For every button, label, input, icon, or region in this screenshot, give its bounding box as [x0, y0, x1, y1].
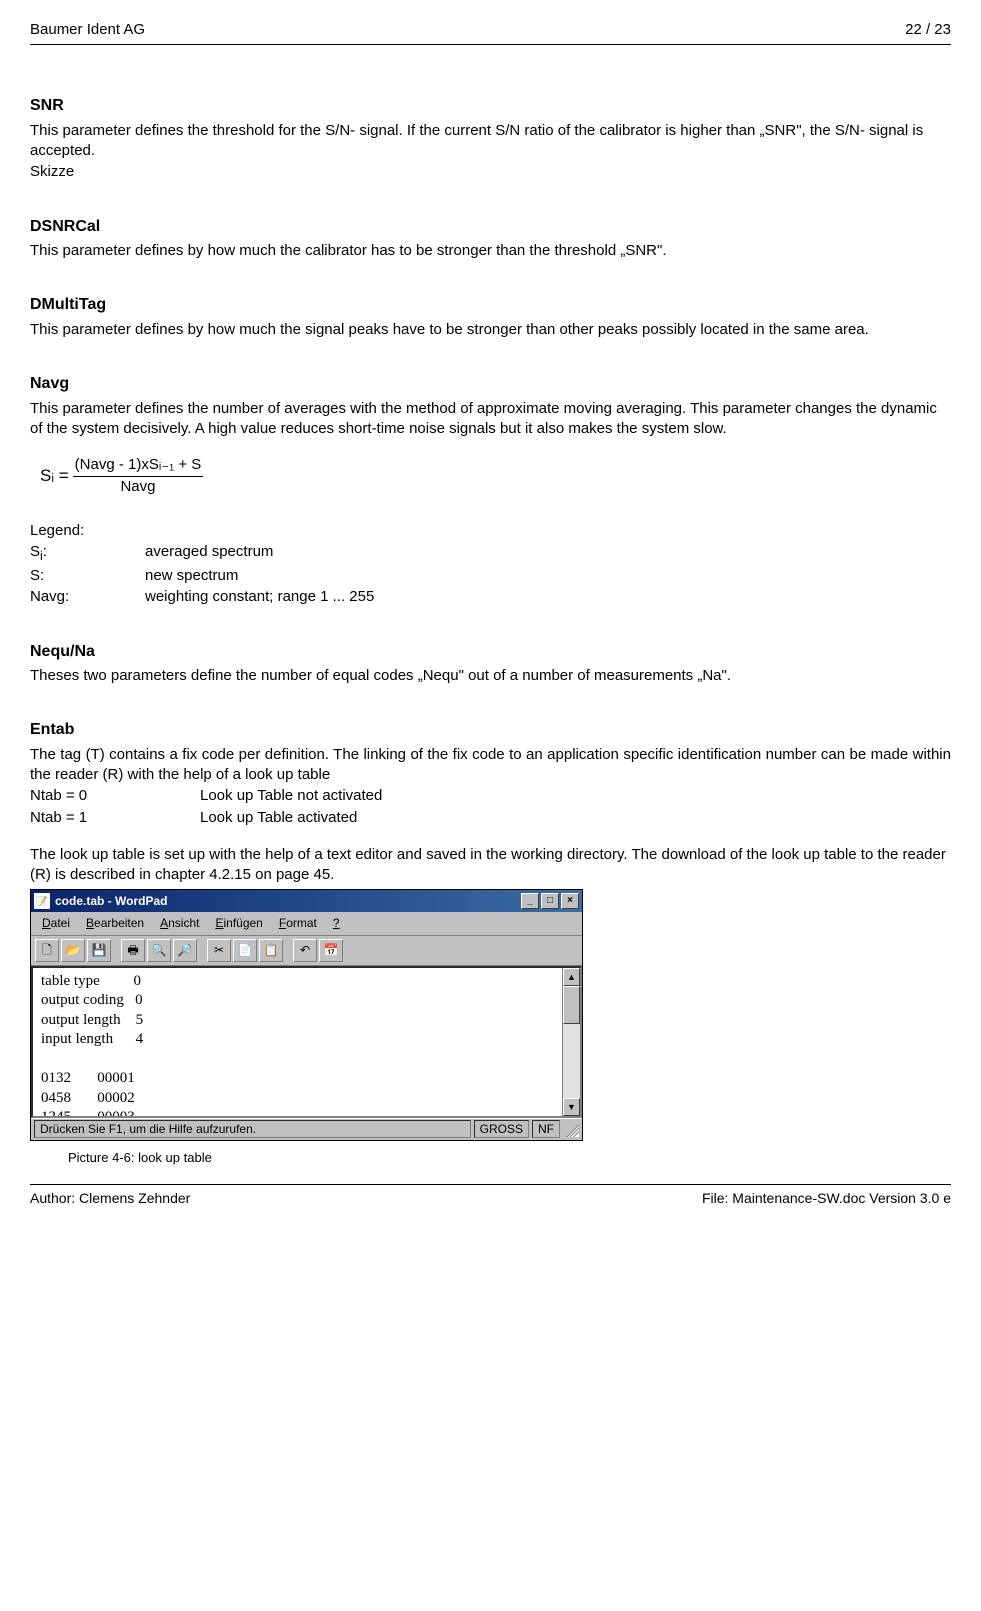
- new-icon[interactable]: 🗋: [35, 939, 59, 962]
- heading-navg: Navg: [30, 373, 951, 395]
- formula-fraction: (Navg - 1)xSᵢ₋₁ + S Navg: [73, 455, 204, 497]
- company-name: Baumer Ident AG: [30, 20, 145, 40]
- legend-key: Navg:: [30, 587, 145, 607]
- ntab-table: Ntab = 0Look up Table not activatedNtab …: [30, 786, 951, 828]
- menu-einfügen[interactable]: Einfügen: [208, 914, 269, 932]
- formula-denominator: Navg: [73, 476, 204, 497]
- cut-icon[interactable]: ✂: [207, 939, 231, 962]
- vertical-scrollbar[interactable]: ▲ ▼: [562, 968, 580, 1116]
- print-icon[interactable]: 🖶: [121, 939, 145, 962]
- titlebar[interactable]: 📝 code.tab - WordPad _ □ ×: [31, 890, 582, 912]
- maximize-button[interactable]: □: [541, 893, 559, 909]
- toolbar: 🗋📂💾 🖶🔍🔎 ✂📄📋 ↶📅: [31, 936, 582, 966]
- heading-dmultitag: DMultiTag: [30, 294, 951, 316]
- status-nf: NF: [532, 1120, 560, 1138]
- editor-area: table type 0 output coding 0 output leng…: [31, 966, 582, 1118]
- legend-row: Navg:weighting constant; range 1 ... 255: [30, 587, 951, 607]
- status-caps: GROSS: [474, 1120, 529, 1138]
- text-nequna: Theses two parameters define the number …: [30, 666, 951, 686]
- legend-row: S:new spectrum: [30, 566, 951, 586]
- find-icon[interactable]: 🔎: [173, 939, 197, 962]
- legend-key: S:: [30, 566, 145, 586]
- legend-value: weighting constant; range 1 ... 255: [145, 587, 951, 607]
- text-dmultitag: This parameter defines by how much the s…: [30, 320, 951, 340]
- date-icon[interactable]: 📅: [319, 939, 343, 962]
- window-title: code.tab - WordPad: [55, 893, 521, 909]
- scroll-track[interactable]: [563, 1024, 580, 1098]
- ntab-value: Look up Table activated: [200, 808, 951, 828]
- document-content: SNR This parameter defines the threshold…: [30, 95, 951, 1166]
- resize-grip[interactable]: [563, 1121, 579, 1137]
- ntab-key: Ntab = 0: [30, 786, 200, 806]
- menu-?[interactable]: ?: [326, 914, 347, 932]
- close-button[interactable]: ×: [561, 893, 579, 909]
- ntab-row: Ntab = 0Look up Table not activated: [30, 786, 951, 806]
- heading-legend: Legend:: [30, 521, 951, 541]
- text-skizze: Skizze: [30, 162, 951, 182]
- footer-file: File: Maintenance-SW.doc Version 3.0 e: [702, 1189, 951, 1208]
- formula-numerator: (Navg - 1)xSᵢ₋₁ + S: [73, 455, 204, 475]
- app-icon: 📝: [34, 893, 50, 909]
- scroll-up-button[interactable]: ▲: [563, 968, 580, 986]
- wordpad-window: 📝 code.tab - WordPad _ □ × DateiBearbeit…: [30, 889, 583, 1140]
- page-footer: Author: Clemens Zehnder File: Maintenanc…: [30, 1189, 951, 1208]
- scroll-thumb[interactable]: [563, 986, 580, 1024]
- heading-snr: SNR: [30, 95, 951, 117]
- menubar: DateiBearbeitenAnsichtEinfügenFormat?: [31, 912, 582, 935]
- undo-icon[interactable]: ↶: [293, 939, 317, 962]
- ntab-value: Look up Table not activated: [200, 786, 951, 806]
- preview-icon[interactable]: 🔍: [147, 939, 171, 962]
- legend-table: Si:averaged spectrumS:new spectrumNavg:w…: [30, 542, 951, 607]
- formula-lhs: Sᵢ =: [40, 465, 69, 488]
- text-entab: The tag (T) contains a fix code per defi…: [30, 745, 951, 786]
- ntab-key: Ntab = 1: [30, 808, 200, 828]
- menu-datei[interactable]: Datei: [35, 914, 77, 932]
- legend-row: Si:averaged spectrum: [30, 542, 951, 565]
- ntab-row: Ntab = 1Look up Table activated: [30, 808, 951, 828]
- legend-key: Si:: [30, 542, 145, 565]
- open-icon[interactable]: 📂: [61, 939, 85, 962]
- editor-content[interactable]: table type 0 output coding 0 output leng…: [33, 968, 562, 1116]
- header-rule: [30, 44, 951, 45]
- text-navg: This parameter defines the number of ave…: [30, 399, 951, 440]
- page-number: 22 / 23: [905, 20, 951, 40]
- legend-value: averaged spectrum: [145, 542, 951, 565]
- footer-rule: [30, 1184, 951, 1185]
- save-icon[interactable]: 💾: [87, 939, 111, 962]
- figure-caption: Picture 4-6: look up table: [68, 1149, 951, 1167]
- heading-entab: Entab: [30, 719, 951, 741]
- menu-bearbeiten[interactable]: Bearbeiten: [79, 914, 151, 932]
- legend-value: new spectrum: [145, 566, 951, 586]
- page-header: Baumer Ident AG 22 / 23: [30, 20, 951, 40]
- heading-nequna: Nequ/Na: [30, 641, 951, 663]
- minimize-button[interactable]: _: [521, 893, 539, 909]
- paste-icon[interactable]: 📋: [259, 939, 283, 962]
- scroll-down-button[interactable]: ▼: [563, 1098, 580, 1116]
- status-text: Drücken Sie F1, um die Hilfe aufzurufen.: [34, 1120, 471, 1138]
- menu-format[interactable]: Format: [272, 914, 324, 932]
- statusbar: Drücken Sie F1, um die Hilfe aufzurufen.…: [31, 1118, 582, 1140]
- footer-author: Author: Clemens Zehnder: [30, 1189, 190, 1208]
- heading-dsnrcal: DSNRCal: [30, 216, 951, 238]
- menu-ansicht[interactable]: Ansicht: [153, 914, 206, 932]
- formula-navg: Sᵢ = (Navg - 1)xSᵢ₋₁ + S Navg: [40, 455, 951, 497]
- copy-icon[interactable]: 📄: [233, 939, 257, 962]
- text-dsnrcal: This parameter defines by how much the c…: [30, 241, 951, 261]
- text-snr: This parameter defines the threshold for…: [30, 121, 951, 162]
- text-entab-2: The look up table is set up with the hel…: [30, 845, 951, 886]
